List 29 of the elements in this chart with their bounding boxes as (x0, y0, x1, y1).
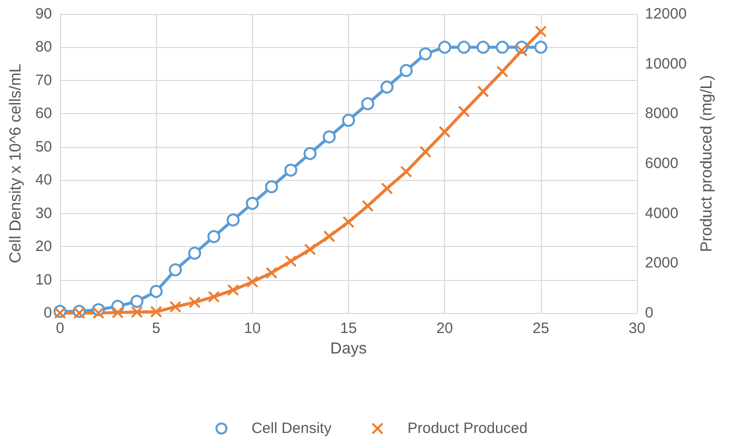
legend-label: Cell Density (251, 420, 332, 437)
y2-tick-label: 10000 (645, 55, 687, 72)
y2-tick-label: 8000 (645, 105, 678, 122)
y-axis-title: Cell Density x 10^6 cells/mL (8, 64, 24, 264)
y-tick-label: 70 (35, 72, 52, 89)
x-tick-label: 15 (340, 320, 357, 337)
legend-label: Product Produced (407, 420, 528, 437)
y2-axis-title: Product produced (mg/L) (698, 75, 716, 252)
y-tick-label: 50 (35, 138, 52, 156)
y2-tick-label: 6000 (645, 155, 678, 172)
y-tick-label: 80 (35, 38, 52, 56)
y-tick-label: 40 (35, 172, 52, 189)
y2-tick-label: 0 (645, 304, 654, 322)
x-tick-label: 20 (436, 320, 454, 337)
y2-tick-label: 2000 (645, 254, 678, 272)
y-tick-label: 0 (44, 304, 52, 322)
y-tick-label: 90 (35, 6, 52, 22)
y-tick-label: 20 (35, 238, 52, 256)
y2-tick-label: 12000 (645, 6, 687, 22)
x-tick-label: 25 (532, 320, 550, 337)
y-tick-label: 10 (35, 271, 52, 288)
x-tick-label: 5 (152, 320, 160, 337)
x-tick-label: 10 (244, 320, 261, 337)
y-tick-label: 60 (35, 105, 52, 122)
y-tick-label: 30 (35, 204, 52, 222)
x-axis-title: Days (330, 340, 367, 358)
x-tick-label: 0 (56, 320, 64, 337)
y2-tick-label: 4000 (645, 204, 678, 222)
x-tick-label: 30 (628, 320, 646, 337)
